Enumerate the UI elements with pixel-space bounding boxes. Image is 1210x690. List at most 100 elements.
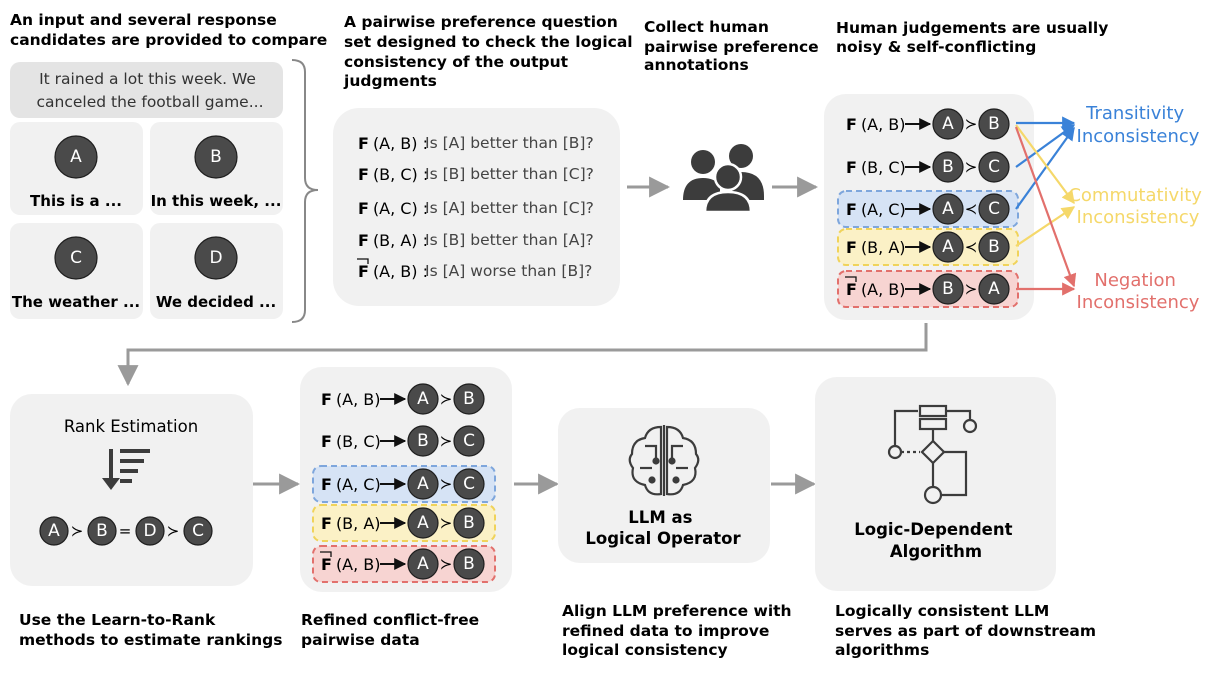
function-label: F (B, A): [846, 238, 906, 257]
negation-bar-icon: [845, 276, 857, 282]
section-llm-operator: LLM as Logical Operator Align LLM prefer…: [558, 408, 792, 659]
node-b-icon: [978, 108, 1010, 140]
question-panel: [333, 108, 620, 306]
function-label: F (A, C): [321, 475, 381, 494]
rank-relation-symbol: ≻: [71, 522, 84, 540]
node-label: A: [417, 474, 429, 494]
rank-node-label: C: [192, 521, 204, 541]
node-label: C: [463, 474, 475, 494]
node-c-icon: [453, 425, 485, 457]
noisy-row: F (B, A) A ≺ B: [837, 228, 1019, 266]
node-b-icon: [978, 231, 1010, 263]
negation-connectors: [1014, 126, 1077, 296]
question-text: Is [A] worse than [B]?: [425, 262, 592, 280]
refined-row: F (A, C) A ≻ C: [312, 465, 496, 503]
refined-row: F (A, B) A ≻ B: [321, 383, 485, 415]
brace-icon: [291, 59, 319, 323]
relation-symbol: ≻: [965, 280, 978, 298]
relation-symbol: ≻: [965, 115, 978, 133]
candidate-card-b: B In this week, ...: [150, 122, 283, 215]
node-a-icon: [39, 516, 69, 546]
node-b-icon: [453, 383, 485, 415]
candidate-card-a: A This is a ...: [10, 122, 143, 215]
function-label: F (A, B) :: [358, 262, 428, 281]
relation-symbol: ≻: [440, 555, 453, 573]
relation-symbol: ≻: [440, 432, 453, 450]
caption-noisy-judgements: Human judgements are usually noisy & sel…: [836, 19, 1114, 56]
node-b-icon: [932, 273, 964, 305]
transitivity-connectors: [1015, 116, 1076, 210]
refined-judgement-list: F (A, B) A ≻ B F (B, C) B ≻ C F (A, C) A ≻ C F (B, A) A ≻ B…: [312, 383, 496, 583]
refined-row: F (B, A) A ≻ B: [312, 504, 496, 542]
svg-text:A: A: [70, 147, 82, 167]
refined-row: F (A, B) A ≻ B: [312, 545, 496, 583]
function-label: F (A, C): [846, 200, 906, 219]
node-a-icon: [932, 193, 964, 225]
caption-input-candidates: An input and several response candidates…: [10, 11, 327, 49]
function-label: F (B, C): [846, 158, 906, 177]
caption-refined-data: Refined conflict-free pairwise data: [301, 611, 485, 649]
node-a-icon: [932, 108, 964, 140]
node-label: A: [942, 199, 954, 219]
rank-relation-symbol: ≻: [167, 522, 180, 540]
relation-symbol: ≻: [440, 390, 453, 408]
flowchart-icon: [887, 404, 978, 505]
section-rank-estimation: Rank Estimation A ≻ B = D ≻ C Use the Learn-to…: [10, 394, 282, 649]
candidate-d-text: We decided ...: [156, 293, 276, 311]
node-c-icon: [453, 468, 485, 500]
node-a-icon: [407, 507, 439, 539]
negation-bar-icon: [357, 258, 369, 264]
section-human-annotation: Collect human pairwise preference annota…: [644, 18, 819, 214]
function-label: F (A, B): [321, 555, 381, 574]
svg-text:B: B: [210, 147, 222, 167]
noisy-row: F (A, C) A ≺ C: [837, 190, 1019, 228]
rank-relation-symbol: =: [119, 522, 132, 540]
rank-node-label: A: [48, 521, 60, 541]
function-label: F (A, B): [846, 115, 906, 134]
candidate-c-text: The weather ...: [12, 293, 140, 311]
node-label: A: [417, 554, 429, 574]
node-label: C: [988, 199, 1000, 219]
noisy-row: F (B, C) B ≻ C: [846, 151, 1010, 183]
caption-algorithm: Logically consistent LLM serves as part …: [835, 602, 1101, 659]
question-list: F (A, B) :Is [A] better than [B]?F (B, C) …: [357, 134, 594, 281]
question-text: Is [B] better than [C]?: [425, 165, 594, 183]
node-label: B: [942, 157, 954, 177]
node-label: C: [463, 431, 475, 451]
node-a-icon: [932, 231, 964, 263]
relation-symbol: ≻: [440, 514, 453, 532]
node-label: A: [417, 513, 429, 533]
label-transitivity-inconsistency: Transitivity Inconsistency: [1077, 103, 1200, 147]
node-b-icon: [87, 516, 117, 546]
rank-result-row: A ≻ B = D ≻ C: [39, 516, 213, 546]
people-group-icon: [683, 144, 764, 214]
relation-symbol: ≻: [440, 475, 453, 493]
node-a-icon: [54, 135, 98, 179]
node-c-icon: [978, 151, 1010, 183]
function-label: F (A, B) :: [358, 134, 428, 153]
algorithm-title: Logic-Dependent Algorithm: [854, 520, 1017, 561]
node-a-icon: [407, 383, 439, 415]
node-c-icon: [978, 193, 1010, 225]
node-a-icon: [978, 273, 1010, 305]
negation-bar-icon: [320, 551, 332, 557]
relation-symbol: ≺: [965, 238, 978, 256]
function-label: F (B, A): [321, 514, 381, 533]
candidate-card-c: C The weather ...: [10, 223, 143, 319]
candidate-a-text: This is a ...: [30, 192, 122, 210]
node-a-icon: [407, 468, 439, 500]
input-prompt-text: It rained a lot this week. We canceled t…: [36, 70, 263, 111]
node-label: B: [417, 431, 429, 451]
node-d-icon: [135, 516, 165, 546]
node-d-icon: [194, 236, 238, 280]
relation-symbol: ≻: [965, 158, 978, 176]
arrow-judgements-to-rank-estimation: [117, 323, 928, 387]
question-text: Is [A] better than [C]?: [425, 199, 594, 217]
commutativity-connectors: [1015, 124, 1076, 247]
input-prompt-box: [10, 62, 283, 118]
function-label: F (B, A) :: [358, 231, 428, 250]
label-commutativity-inconsistency: Commutativity Inconsistency: [1068, 185, 1207, 228]
function-label: F (A, C) :: [358, 199, 428, 218]
